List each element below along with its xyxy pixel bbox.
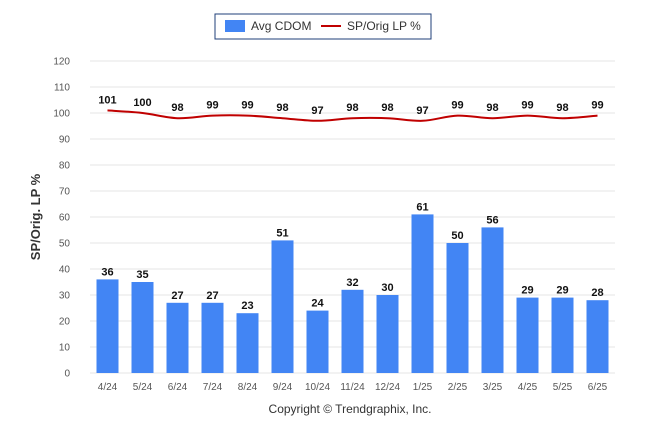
x-axis-ticks: 4/24 5/24 6/24 7/24 8/24 9/24 10/24 11/24 12/24 1… <box>98 382 608 393</box>
x-tick-label: 8/24 <box>238 382 258 393</box>
bar <box>341 289 364 373</box>
line-value-label: 99 <box>206 100 218 112</box>
y-tick-label: 10 <box>59 343 71 354</box>
line-value-label: 97 <box>311 105 323 117</box>
bar <box>411 214 434 373</box>
bar-value-label: 29 <box>556 285 568 297</box>
line-value-label: 99 <box>451 100 463 112</box>
bar <box>236 313 259 373</box>
x-tick-label: 7/24 <box>203 382 223 393</box>
bar-value-label: 32 <box>346 277 358 289</box>
bar <box>376 295 399 373</box>
line-value-label: 101 <box>98 94 116 106</box>
legend-label-line: SP/Orig LP % <box>347 19 421 33</box>
bar <box>481 227 504 373</box>
legend-swatch-bar <box>225 20 245 32</box>
y-tick-label: 30 <box>59 291 71 302</box>
bar-value-label: 36 <box>101 266 113 278</box>
bar <box>201 302 224 373</box>
line-labels: 101 100 98 99 99 98 97 98 98 97 99 98 99 98 99 <box>98 94 603 116</box>
y-axis-title: SP/Orig. LP % <box>28 173 43 260</box>
bar-value-label: 56 <box>486 214 498 226</box>
y-tick-label: 80 <box>59 161 71 172</box>
line-value-label: 98 <box>276 102 288 114</box>
y-tick-label: 90 <box>59 135 71 146</box>
x-tick-label: 3/25 <box>483 382 503 393</box>
bar-value-label: 23 <box>241 300 253 312</box>
copyright-text: Copyright © Trendgraphix, Inc. <box>269 402 432 416</box>
line-value-label: 98 <box>381 102 393 114</box>
x-tick-label: 5/24 <box>133 382 153 393</box>
bar-value-label: 51 <box>276 227 288 239</box>
y-tick-label: 120 <box>53 57 70 68</box>
bar-value-label: 28 <box>591 287 603 299</box>
x-tick-label: 11/24 <box>340 382 365 393</box>
y-tick-label: 0 <box>64 369 70 380</box>
x-tick-label: 2/25 <box>448 382 468 393</box>
bar-value-label: 27 <box>171 290 183 302</box>
x-tick-label: 1/25 <box>413 382 433 393</box>
bars <box>96 214 609 373</box>
line-value-label: 98 <box>171 102 183 114</box>
bar <box>516 297 539 373</box>
bar <box>586 300 609 373</box>
bar <box>306 310 329 373</box>
bar <box>166 302 189 373</box>
legend: Avg CDOM SP/Orig LP % <box>214 13 432 40</box>
y-tick-label: 20 <box>59 317 71 328</box>
y-tick-label: 40 <box>59 265 71 276</box>
bar-value-label: 30 <box>381 282 393 294</box>
bar <box>131 282 154 373</box>
y-tick-label: 50 <box>59 239 71 250</box>
bar-value-label: 35 <box>136 269 148 281</box>
line-value-label: 99 <box>521 100 533 112</box>
line-value-label: 98 <box>486 102 498 114</box>
bar <box>446 243 469 373</box>
x-tick-label: 9/24 <box>273 382 293 393</box>
bar-value-label: 27 <box>206 290 218 302</box>
line-value-label: 97 <box>416 105 428 117</box>
y-tick-label: 70 <box>59 187 71 198</box>
bar-value-label: 61 <box>416 201 428 213</box>
x-tick-label: 6/24 <box>168 382 188 393</box>
line-value-label: 99 <box>591 100 603 112</box>
bar <box>551 297 574 373</box>
line-series <box>107 109 598 122</box>
y-tick-label: 110 <box>54 83 70 94</box>
line-value-label: 100 <box>133 97 151 109</box>
bar <box>271 240 294 373</box>
bar <box>96 279 119 373</box>
bar-labels: 36 35 27 27 23 51 24 32 30 61 50 56 29 29 28 <box>101 201 603 312</box>
bar-value-label: 50 <box>451 230 463 242</box>
bar-value-label: 24 <box>311 298 324 310</box>
x-tick-label: 4/25 <box>518 382 538 393</box>
y-tick-label: 100 <box>53 109 70 120</box>
x-tick-label: 6/25 <box>588 382 608 393</box>
line-value-label: 99 <box>241 100 253 112</box>
legend-label-bar: Avg CDOM <box>251 19 311 33</box>
line-path <box>107 109 598 122</box>
x-tick-label: 12/24 <box>375 382 400 393</box>
line-value-label: 98 <box>556 102 568 114</box>
x-tick-label: 5/25 <box>553 382 573 393</box>
y-tick-label: 60 <box>59 213 71 224</box>
x-tick-label: 4/24 <box>98 382 118 393</box>
y-axis-ticks: 0 10 20 30 40 50 60 70 80 90 100 110 120 <box>53 57 70 380</box>
x-tick-label: 10/24 <box>305 382 330 393</box>
bar-value-label: 29 <box>521 285 533 297</box>
line-value-label: 98 <box>346 102 358 114</box>
